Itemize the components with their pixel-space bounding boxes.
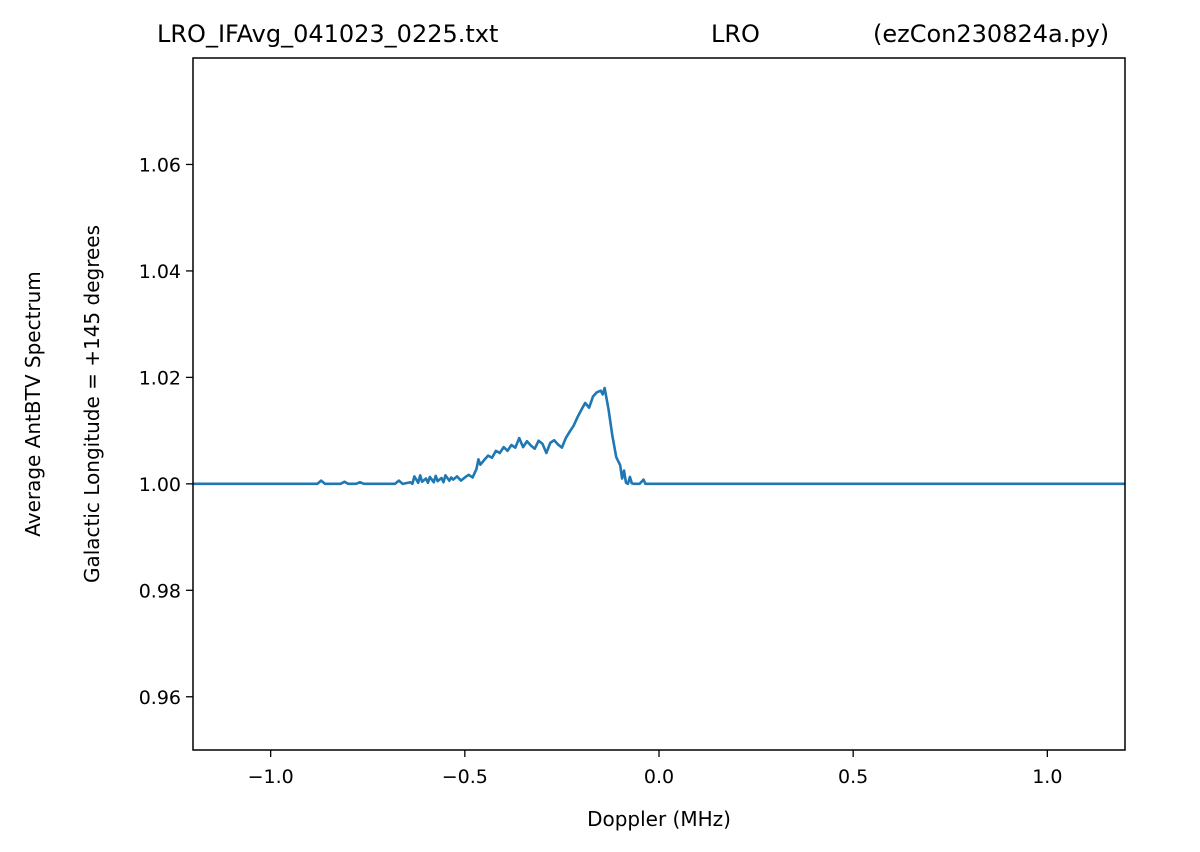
x-tick-label: 0.0 [644,766,674,788]
x-tick-label: 1.0 [1032,766,1062,788]
y-tick-label: 1.02 [139,367,181,389]
plot-frame [192,57,1126,751]
x-tick-label: −1.0 [248,766,294,788]
y-tick-label: 1.04 [139,261,181,283]
chart-title: LRO_IFAvg_041023_0225.txt LRO (ezCon2308… [157,20,1109,48]
x-axis-label: Doppler (MHz) [587,807,731,831]
chart-title-program: (ezCon230824a.py) [873,20,1109,48]
plot-area [193,386,1125,486]
chart-title-filename: LRO_IFAvg_041023_0225.txt [157,20,498,48]
y-axis-label-line-1: Average AntBTV Spectrum [21,271,45,537]
y-tick-label: 1.06 [139,154,181,176]
y-tick-label: 1.00 [139,474,181,496]
y-tick-label: 0.98 [139,580,181,602]
chart-title-observatory: LRO [711,20,760,48]
x-tick-label: −0.5 [442,766,488,788]
y-tick-label: 0.96 [139,687,181,709]
y-axis-ticks: 0.96 0.98 1.00 1.02 1.04 1.06 [139,154,193,709]
x-tick-label: 0.5 [838,766,868,788]
x-axis-ticks: −1.0 −0.5 0.0 0.5 1.0 [248,750,1062,788]
y-axis-label-line-2: Galactic Longitude = +145 degrees [80,225,104,583]
series-line-0 [193,386,1125,486]
